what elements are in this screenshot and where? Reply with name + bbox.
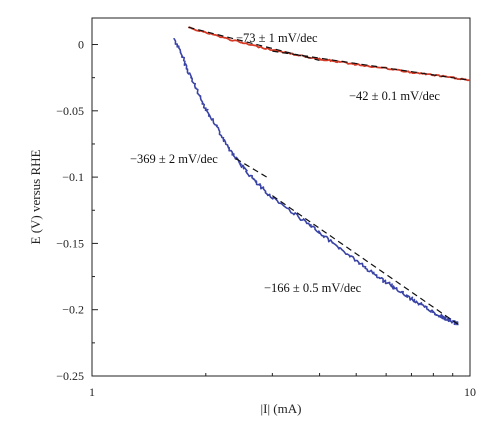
series-trace-1 bbox=[173, 37, 459, 326]
y-tick-label: 0 bbox=[78, 38, 84, 52]
plot-frame bbox=[91, 17, 471, 377]
slope-annotation-3: −369 ± 2 mV/dec bbox=[130, 152, 218, 166]
y-tick-label: −0.15 bbox=[56, 236, 84, 250]
x-tick-label: 1 bbox=[89, 385, 95, 399]
y-axis-label: E (V) versus RHE bbox=[28, 149, 43, 244]
x-axis-ticks: 1 10 bbox=[89, 370, 476, 399]
slope-annotation-4: −166 ± 0.5 mV/dec bbox=[264, 281, 362, 295]
fit-line-3 bbox=[235, 158, 268, 178]
data-series bbox=[173, 26, 471, 326]
y-tick-label: −0.05 bbox=[56, 104, 84, 118]
y-axis-ticks: 0 −0.05 −0.1 −0.15 −0.2 −0.25 bbox=[56, 38, 98, 383]
y-tick-label: −0.1 bbox=[62, 170, 84, 184]
x-tick-label: 10 bbox=[464, 385, 476, 399]
y-tick-label: −0.2 bbox=[62, 303, 84, 317]
slope-annotation-2: −42 ± 0.1 mV/dec bbox=[349, 89, 440, 103]
fit-line-4 bbox=[272, 195, 459, 325]
fit-lines bbox=[188, 26, 471, 325]
fit-line-2 bbox=[272, 50, 471, 81]
x-axis-label: |I| (mA) bbox=[261, 401, 302, 416]
slope-annotation-1: −73 ± 1 mV/dec bbox=[236, 31, 318, 45]
y-tick-label: −0.25 bbox=[56, 369, 84, 383]
series-trace-2 bbox=[187, 26, 471, 82]
